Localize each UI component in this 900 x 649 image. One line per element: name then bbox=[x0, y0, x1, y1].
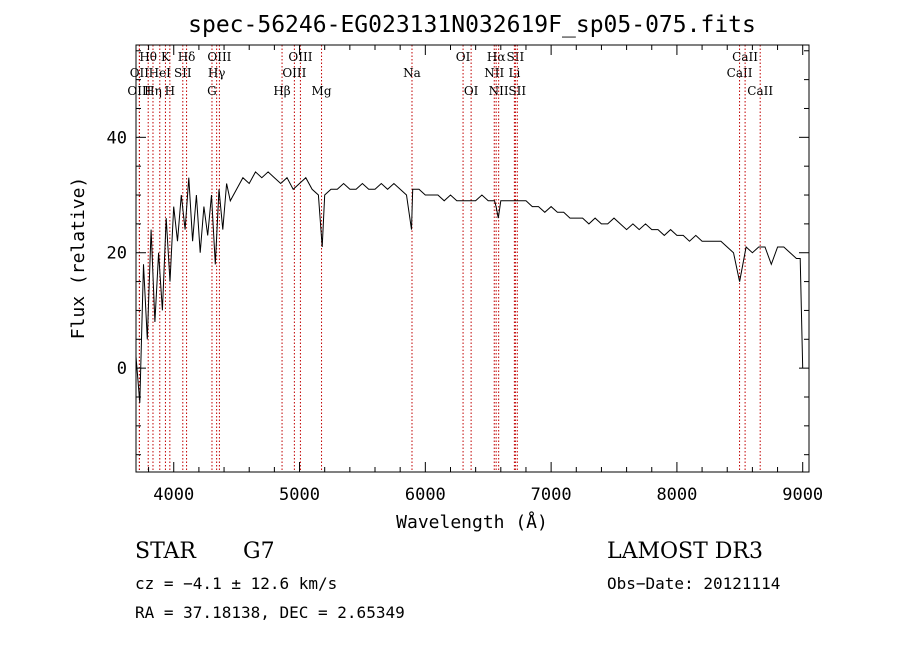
line-label: CaII bbox=[732, 50, 758, 64]
axis-ticks: 4000 5000 6000 7000 8000 9000 0 20 40 bbox=[107, 45, 823, 505]
line-label: SII bbox=[507, 50, 525, 64]
line-label: Hδ bbox=[178, 50, 196, 64]
observation-date: Obs−Date: 20121114 bbox=[607, 574, 781, 593]
line-label: Hα bbox=[487, 50, 506, 64]
line-label: Hγ bbox=[208, 66, 226, 80]
line-label: OI bbox=[464, 84, 479, 98]
line-label: Na bbox=[403, 66, 421, 80]
line-label: Hη bbox=[144, 84, 162, 98]
y-tick-label: 0 bbox=[117, 359, 127, 379]
y-tick-label: 20 bbox=[107, 244, 127, 264]
x-tick-label: 8000 bbox=[656, 485, 697, 505]
line-label: H bbox=[165, 84, 175, 98]
line-label: CaII bbox=[747, 84, 773, 98]
line-label: Li bbox=[508, 66, 520, 80]
coordinates: RA = 37.18138, DEC = 2.65349 bbox=[135, 603, 405, 622]
object-subclass: G7 bbox=[243, 539, 275, 564]
spectral-line-markers: OIIOIIIHθHηHeIKHSIIHδGHγOIIIHβOIIIOIIIMg… bbox=[127, 45, 773, 472]
line-label: Mg bbox=[312, 84, 332, 98]
line-label: OIII bbox=[282, 66, 306, 80]
x-tick-label: 5000 bbox=[279, 485, 320, 505]
x-tick-label: 7000 bbox=[531, 485, 572, 505]
x-tick-label: 4000 bbox=[153, 485, 194, 505]
line-label: G bbox=[207, 84, 217, 98]
chart-title: spec-56246-EG023131N032619F_sp05-075.fit… bbox=[188, 12, 756, 38]
line-label: K bbox=[161, 50, 171, 64]
line-label: Hβ bbox=[273, 84, 290, 98]
x-axis-label: Wavelength (Å) bbox=[396, 511, 548, 533]
line-label: SII bbox=[508, 84, 526, 98]
line-label: OIII bbox=[127, 84, 151, 98]
line-label: HeI bbox=[149, 66, 172, 80]
line-label: SII bbox=[174, 66, 192, 80]
y-axis-label: Flux (relative) bbox=[68, 177, 89, 340]
line-label: NII bbox=[489, 84, 509, 98]
x-tick-label: 6000 bbox=[405, 485, 446, 505]
y-tick-label: 40 bbox=[107, 128, 127, 148]
line-label: OI bbox=[456, 50, 471, 64]
line-label: Hθ bbox=[139, 50, 157, 64]
plot-frame bbox=[135, 44, 810, 473]
survey-name: LAMOST DR3 bbox=[607, 539, 763, 564]
line-label: OIII bbox=[288, 50, 312, 64]
object-class: STAR bbox=[135, 539, 196, 564]
x-tick-label: 9000 bbox=[782, 485, 823, 505]
spectrum-series bbox=[135, 171, 804, 403]
redshift-velocity: cz = −4.1 ± 12.6 km/s bbox=[135, 574, 338, 593]
line-label: OIII bbox=[207, 50, 231, 64]
line-label: NII bbox=[484, 66, 504, 80]
line-label: CaII bbox=[727, 66, 753, 80]
